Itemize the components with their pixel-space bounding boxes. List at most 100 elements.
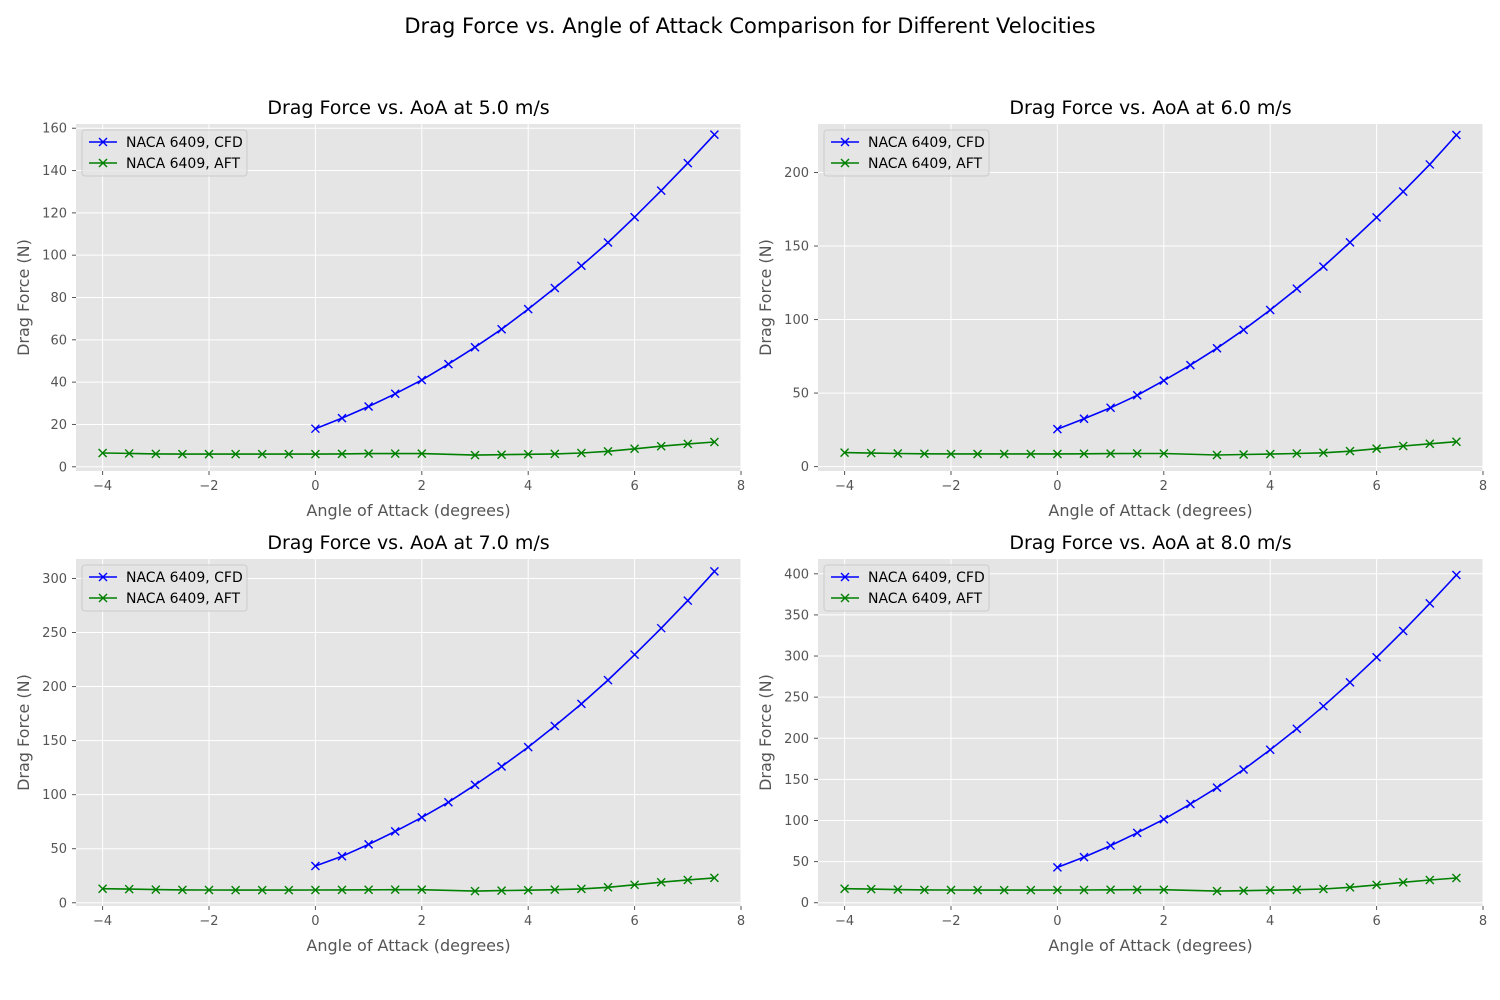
data-point-marker: [550, 283, 560, 293]
marker-stroke: [98, 884, 108, 894]
x-tick-label: 0: [1053, 914, 1061, 929]
marker-stroke: [1052, 862, 1062, 872]
marker-stroke: [497, 324, 507, 334]
data-point-marker: [1345, 446, 1355, 456]
data-point-marker: [1106, 841, 1116, 851]
legend-label: NACA 6409, AFT: [868, 591, 983, 607]
data-point-marker: [310, 885, 320, 895]
data-point-marker: [231, 885, 241, 895]
marker-stroke: [98, 448, 108, 458]
x-tick-label: 2: [1160, 479, 1168, 494]
data-point-marker: [523, 742, 533, 752]
series-line: [315, 134, 715, 430]
marker-stroke: [1318, 448, 1328, 458]
series-aft: [840, 873, 1461, 896]
data-point-marker: [1425, 875, 1435, 885]
marker-stroke: [1292, 724, 1302, 734]
x-tick-label: 2: [418, 914, 426, 929]
y-tick-label: 350: [784, 608, 809, 623]
plot-background: [76, 559, 741, 906]
marker-stroke: [999, 885, 1009, 895]
legend-marker: [840, 137, 850, 147]
marker-stroke: [1451, 437, 1461, 447]
plot-background: [818, 124, 1483, 471]
legend-entry: NACA 6409, AFT: [89, 591, 241, 607]
marker-stroke: [999, 449, 1009, 459]
legend: NACA 6409, CFD NACA 6409, AFT: [81, 129, 248, 177]
data-point-marker: [1079, 885, 1089, 895]
legend: NACA 6409, CFD NACA 6409, AFT: [823, 129, 990, 177]
data-point-marker: [893, 885, 903, 895]
data-point-marker: [1052, 862, 1062, 872]
y-tick-label: 150: [42, 734, 67, 749]
x-tick-label: 8: [737, 479, 745, 494]
y-tick-label: 60: [50, 333, 67, 348]
data-point-marker: [1398, 441, 1408, 451]
marker-stroke: [1212, 450, 1222, 460]
marker-stroke: [1159, 376, 1169, 386]
x-axis-label: Angle of Attack (degrees): [1048, 936, 1252, 955]
x-tick-label: −2: [199, 914, 218, 929]
data-point-marker: [1345, 677, 1355, 687]
marker-stroke: [284, 885, 294, 895]
y-tick-label: 300: [784, 650, 809, 665]
marker-stroke: [523, 304, 533, 314]
legend-label: NACA 6409, AFT: [126, 156, 241, 172]
marker-stroke: [630, 212, 640, 222]
x-tick-label: 4: [524, 914, 532, 929]
marker-stroke: [946, 885, 956, 895]
data-point-marker: [1212, 783, 1222, 793]
x-axis-label: Angle of Attack (degrees): [306, 936, 510, 955]
x-axis-label: Angle of Attack (degrees): [306, 501, 510, 520]
data-point-marker: [1106, 449, 1116, 459]
series-cfd: [310, 566, 719, 871]
marker-stroke: [1079, 852, 1089, 862]
series-cfd: [1052, 570, 1461, 872]
marker-stroke: [630, 880, 640, 890]
data-point-marker: [1132, 449, 1142, 458]
x-axis-label: Angle of Attack (degrees): [1048, 501, 1252, 520]
marker-stroke: [1451, 130, 1461, 140]
marker-stroke: [1212, 886, 1222, 896]
marker-stroke: [231, 885, 241, 895]
y-tick-label: 200: [784, 166, 809, 181]
legend-marker: [98, 593, 108, 603]
marker-stroke: [656, 186, 666, 196]
data-point-marker: [310, 449, 320, 459]
x-tick-label: 0: [311, 479, 319, 494]
marker-stroke: [1159, 814, 1169, 824]
marker-stroke: [866, 448, 876, 458]
y-tick-label: 160: [42, 122, 67, 137]
marker-stroke: [310, 449, 320, 459]
marker-stroke: [1292, 284, 1302, 294]
data-point-marker: [1026, 885, 1036, 895]
marker-stroke: [1265, 305, 1275, 315]
data-point-marker: [1106, 885, 1116, 895]
marker-stroke: [337, 413, 347, 423]
legend-label: NACA 6409, AFT: [126, 591, 241, 607]
data-point-marker: [1079, 414, 1089, 424]
x-tick-label: −4: [93, 914, 112, 929]
data-point-marker: [337, 413, 347, 423]
marker-stroke: [337, 449, 347, 459]
marker-stroke: [1052, 449, 1062, 459]
marker-stroke: [1425, 159, 1435, 169]
marker-stroke: [603, 237, 613, 247]
legend-label: NACA 6409, CFD: [868, 135, 985, 151]
marker-stroke: [1292, 885, 1302, 895]
marker-stroke: [310, 861, 320, 871]
marker-stroke: [1159, 885, 1169, 895]
marker-stroke: [1398, 626, 1408, 636]
legend-box: [823, 129, 990, 177]
marker-stroke: [523, 885, 533, 895]
data-point-marker: [364, 449, 374, 459]
data-point-marker: [946, 885, 956, 895]
y-tick-label: 80: [50, 291, 67, 306]
data-point-marker: [177, 885, 187, 895]
data-point-marker: [390, 826, 400, 836]
data-point-marker: [204, 449, 214, 459]
data-point-marker: [630, 444, 640, 454]
y-axis-label: Drag Force (N): [756, 674, 775, 791]
marker-stroke: [1185, 360, 1195, 370]
legend-box: [823, 564, 990, 612]
